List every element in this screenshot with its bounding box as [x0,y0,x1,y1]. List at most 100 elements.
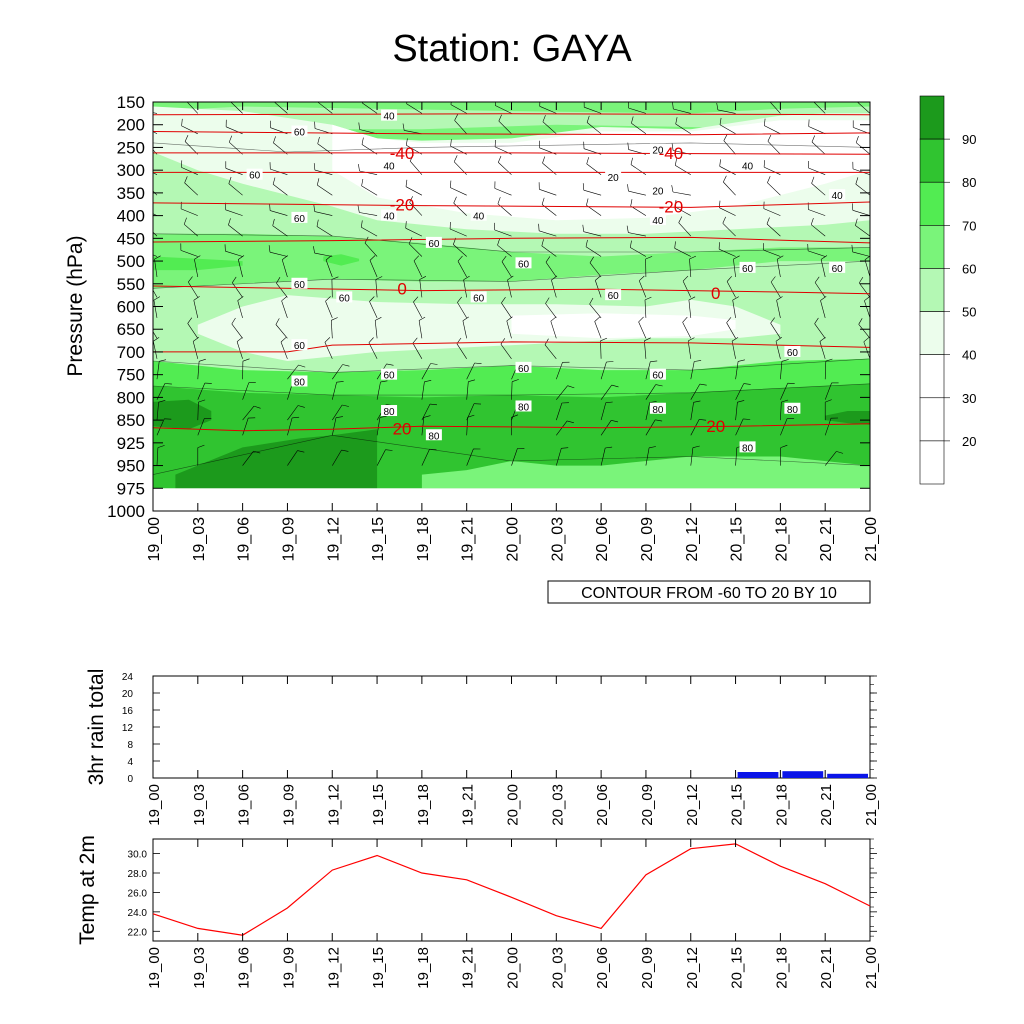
wind-barb-flag [386,363,394,366]
temp-time-label: 20_03 [549,947,566,989]
pressure-tick-label: 600 [117,298,145,317]
wind-barb-flag [406,102,408,104]
humidity-label-bg [739,261,756,273]
wind-barb [687,340,692,359]
wind-barb-flag [738,359,745,362]
temperature-label: 0 [397,279,406,298]
wind-barb [682,280,692,298]
wind-barb [808,250,826,257]
wind-barb [187,323,199,339]
humidity-label: 60 [742,264,754,275]
humidity-label-bg [291,125,308,137]
wind-barb-flag [369,296,375,302]
colorbar-box [919,95,945,140]
wind-barb [184,141,199,155]
wind-barb [539,189,557,196]
temp-y-label: 22.0 [128,927,148,938]
wind-barb-flag [781,399,789,403]
rain-y-label: 12 [122,723,134,734]
wind-barb [453,202,467,216]
temp-time-label: 19_09 [280,947,297,989]
wind-barb [688,299,692,318]
wind-barb [153,300,158,318]
time-top-label: 19_09 [280,517,297,562]
wind-barb-flag [811,135,815,143]
wind-barb [181,167,198,175]
wind-barb-flag [781,359,789,362]
colorbar-label: 30 [962,391,976,406]
wind-barb-flag [825,358,833,362]
wind-barb-flag [153,296,161,301]
wind-barb-flag [880,451,887,453]
wind-barb-flag [361,220,363,228]
humidity-label: 60 [339,293,351,304]
wind-barb-flag [313,246,315,254]
wind-barb-flag [501,255,507,262]
wind-barb-flag [281,296,288,302]
humidity-label-bg [470,209,487,221]
wind-barb [361,185,378,196]
wind-barb [556,402,563,421]
wind-barb-flag [650,360,658,362]
wind-barb-flag [429,448,437,451]
wind-barb-flag [336,381,344,383]
wind-barb [556,420,568,436]
wind-barb [675,123,691,135]
rain-bars [199,771,868,779]
pressure-tick-label: 250 [117,138,145,157]
time-top-label: 20_03 [549,517,566,562]
temp-time-label: 19_03 [191,947,208,989]
temp-y-label: 24.0 [128,908,148,919]
wind-barb-flag [671,185,674,193]
time-top-label: 19_12 [325,517,342,562]
wind-barb [242,405,255,421]
time-top-label: 19_18 [415,517,432,562]
temperature-contour [153,423,870,432]
wind-barb [584,106,602,114]
wind-barb-flag [770,276,776,283]
wind-barb [272,184,288,196]
wind-barb-flag [497,238,500,246]
wind-barb [690,361,695,380]
wind-barb [864,300,870,318]
wind-barb-flag [858,276,864,284]
pressure-tick-label: 500 [117,252,145,271]
wind-barb [628,107,646,114]
wind-barb-flag [675,117,678,125]
wind-barb-flag [498,114,502,122]
wind-barb-flag [413,296,419,303]
wind-barb [184,182,199,196]
temp-time-label: 19_12 [325,947,342,989]
wind-barb-flag [385,449,393,451]
wind-barb [184,224,198,237]
wind-barb [819,341,826,359]
wind-barb-flag [148,317,152,323]
wind-barb [813,102,826,114]
wind-barb-flag [282,255,288,260]
wind-barb [242,451,254,466]
pressure-tick-label: 975 [117,479,145,498]
rain-bar [782,771,824,778]
wind-barb-flag [851,244,853,252]
wind-barb [674,206,691,216]
wind-barb-flag [814,317,819,324]
rain-bar [827,773,868,779]
wind-barb-flag [538,223,540,231]
wind-barb [767,182,781,196]
wind-barb-flag [324,337,331,343]
wind-barb [332,449,342,466]
wind-barb [501,261,512,278]
wind-barb [594,321,602,339]
rain-time-label: 20_03 [549,784,566,826]
humidity-label: 80 [652,405,664,416]
wind-barb-flag [836,451,844,454]
humidity-label-bg [829,261,846,273]
humidity-label-bg [381,368,398,380]
humidity-label: 60 [787,348,799,359]
wind-barb-flag [468,379,476,382]
wind-barb [421,403,431,421]
wind-barb-flag [276,277,281,284]
wind-barb-flag [775,337,782,342]
temp-time-label: 20_06 [594,947,611,989]
